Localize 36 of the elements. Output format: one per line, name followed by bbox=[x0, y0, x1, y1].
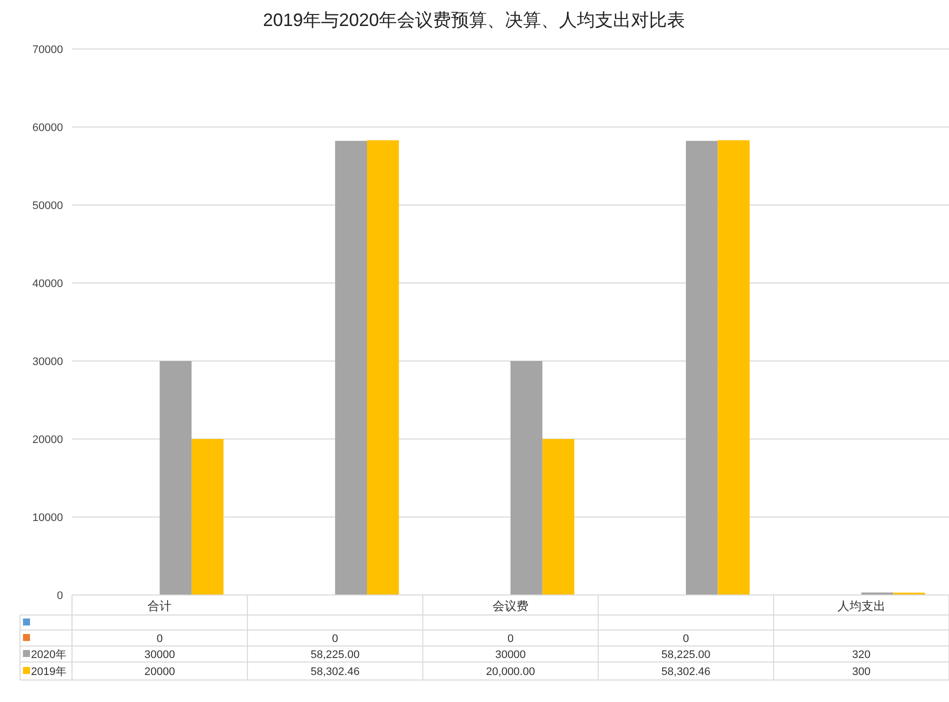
y-tick-label: 20000 bbox=[32, 434, 63, 446]
x-tick-label: 合计 bbox=[148, 599, 172, 613]
y-tick-label: 50000 bbox=[32, 200, 63, 212]
data-label: 58,302.46 bbox=[310, 666, 360, 678]
data-label: 58,225.00 bbox=[661, 649, 710, 661]
data-label: 0 bbox=[682, 633, 689, 645]
data-label: 300 bbox=[852, 666, 870, 678]
chart-title: 2019年与2020年会议费预算、决算、人均支出对比表 bbox=[262, 10, 686, 30]
bar bbox=[192, 439, 224, 595]
bar bbox=[160, 361, 192, 595]
x-tick-label: 会议费 bbox=[492, 599, 528, 613]
y-tick-label: 0 bbox=[56, 590, 63, 602]
bar bbox=[686, 140, 718, 595]
bar bbox=[335, 140, 367, 595]
data-label: 58,302.46 bbox=[661, 666, 710, 678]
bar bbox=[718, 140, 750, 595]
y-tick-label: 70000 bbox=[32, 44, 63, 56]
data-label: 20000 bbox=[144, 666, 175, 678]
data-label: 58,225.00 bbox=[310, 649, 360, 661]
bar bbox=[510, 361, 542, 595]
y-tick-label: 40000 bbox=[32, 278, 63, 290]
data-label: 30000 bbox=[144, 649, 175, 661]
data-label: 30000 bbox=[495, 649, 526, 661]
data-label: 0 bbox=[507, 633, 514, 645]
y-tick-label: 60000 bbox=[32, 122, 63, 134]
legend-label: 2020年 bbox=[31, 649, 66, 661]
legend-label: 2019年 bbox=[31, 666, 66, 678]
bar bbox=[366, 140, 399, 595]
x-tick-label: 人均支出 bbox=[837, 599, 886, 613]
data-label: 20,000.00 bbox=[486, 666, 535, 678]
y-tick-label: 30000 bbox=[32, 356, 63, 368]
bar bbox=[542, 439, 574, 595]
data-label: 320 bbox=[852, 649, 870, 661]
data-label: 0 bbox=[332, 633, 338, 645]
y-tick-label: 10000 bbox=[32, 512, 63, 524]
data-label: 0 bbox=[156, 633, 163, 645]
